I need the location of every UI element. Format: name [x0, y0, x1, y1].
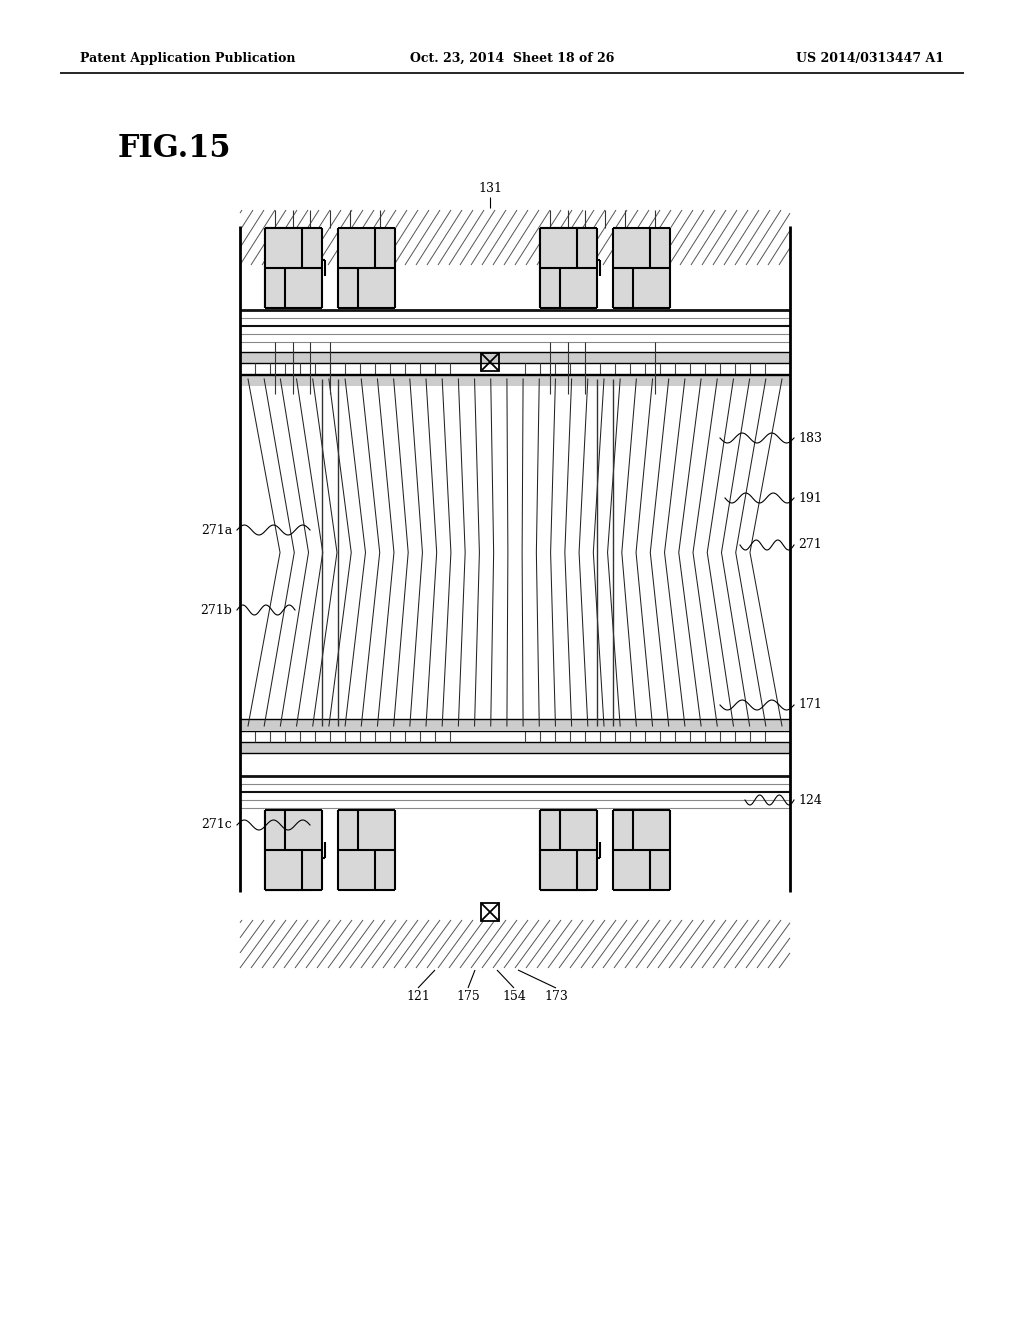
- Text: 271a: 271a: [201, 524, 232, 536]
- Bar: [541, 228, 596, 308]
- Bar: [240, 742, 790, 752]
- Text: 271: 271: [798, 539, 821, 552]
- Bar: [614, 809, 669, 891]
- Bar: [481, 352, 499, 371]
- Text: 175: 175: [456, 990, 480, 1003]
- Text: 173: 173: [544, 990, 568, 1003]
- Bar: [339, 809, 394, 891]
- Text: 124: 124: [798, 793, 822, 807]
- Text: 154: 154: [502, 990, 526, 1003]
- Text: Patent Application Publication: Patent Application Publication: [80, 51, 296, 65]
- Text: 131: 131: [478, 182, 502, 195]
- Bar: [240, 352, 790, 363]
- Bar: [240, 375, 790, 385]
- Bar: [614, 228, 669, 308]
- Text: 271c: 271c: [202, 818, 232, 832]
- Bar: [266, 809, 321, 891]
- Bar: [541, 809, 596, 891]
- Text: 183: 183: [798, 432, 822, 445]
- Text: 171: 171: [798, 698, 822, 711]
- Bar: [481, 903, 499, 921]
- Text: 191: 191: [798, 491, 822, 504]
- Bar: [339, 228, 394, 308]
- Text: 121: 121: [407, 990, 430, 1003]
- Bar: [240, 719, 790, 730]
- Bar: [266, 228, 321, 308]
- Text: FIG.15: FIG.15: [118, 133, 231, 164]
- Text: 271b: 271b: [200, 603, 232, 616]
- Text: Oct. 23, 2014  Sheet 18 of 26: Oct. 23, 2014 Sheet 18 of 26: [410, 51, 614, 65]
- Text: US 2014/0313447 A1: US 2014/0313447 A1: [796, 51, 944, 65]
